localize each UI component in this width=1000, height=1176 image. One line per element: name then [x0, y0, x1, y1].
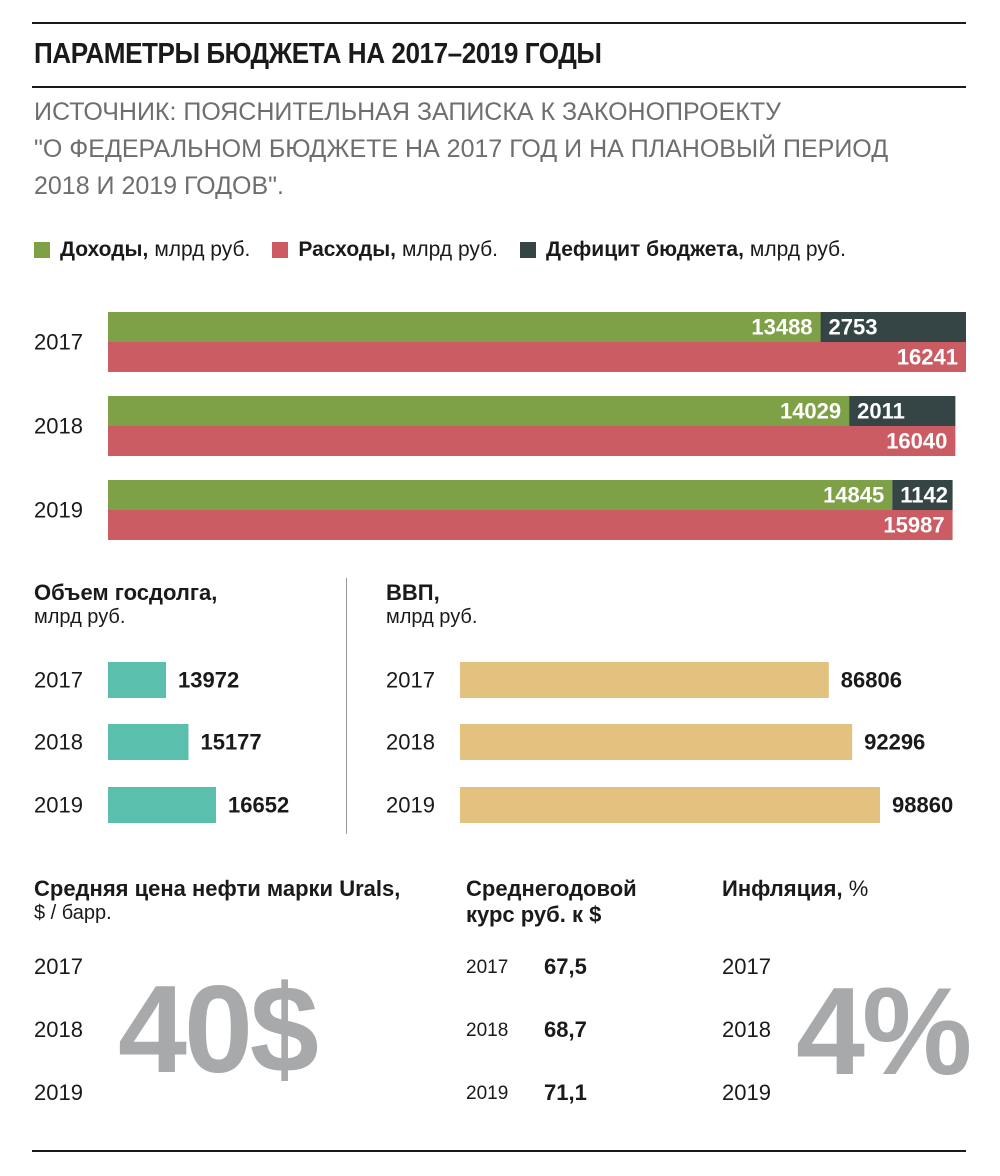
inflation-unit: %	[848, 876, 869, 901]
legend-swatch-income	[34, 242, 50, 258]
debt-bar-2018	[108, 724, 189, 760]
deficit-bar-2019	[892, 480, 953, 510]
legend-swatch-expense	[272, 242, 289, 258]
legend-item-income: Доходы, млрд руб.	[34, 238, 250, 262]
rate-value-2018: 68,7	[544, 1017, 587, 1042]
gdp-year-label-2018: 2018	[386, 730, 435, 755]
deficit-bar-2017	[820, 312, 966, 342]
expense-value-2017: 16241	[897, 345, 958, 370]
oil-year-2018: 2018	[34, 1017, 83, 1042]
debt-year-label-2019: 2019	[34, 793, 83, 818]
rate-title-line2: курс руб. к $	[466, 902, 602, 927]
rate-value-2019: 71,1	[544, 1080, 587, 1105]
income-value-2018: 14029	[780, 399, 841, 424]
inflation-title: Инфляция,	[722, 876, 843, 901]
rate-year-2019: 2019	[466, 1083, 509, 1104]
debt-value-2019: 16652	[228, 793, 289, 818]
top-rule	[32, 22, 966, 24]
oil-year-2019: 2019	[34, 1080, 83, 1105]
bottom-rule	[32, 1150, 966, 1152]
debt-bar-2017	[108, 662, 166, 698]
rate-title-line1: Среднегодовой	[466, 876, 637, 901]
oil-price-value: 40$	[118, 961, 319, 1099]
page-title: ПАРАМЕТРЫ БЮДЖЕТА НА 2017–2019 ГОДЫ	[34, 38, 602, 70]
deficit-value-2017: 2753	[829, 315, 878, 340]
debt-value-2018: 15177	[200, 730, 261, 755]
gdp-bar-2018	[460, 724, 853, 760]
inflation-value: 4%	[796, 963, 972, 1101]
expense-bar-2019	[108, 510, 953, 540]
legend-label-income: Доходы,	[60, 238, 149, 261]
legend-unit-expense: млрд руб.	[401, 238, 499, 261]
legend-swatch-deficit	[520, 242, 537, 258]
gdp-year-label-2017: 2017	[386, 668, 435, 693]
income-bar-2017	[108, 312, 821, 342]
income-value-2017: 13488	[751, 315, 812, 340]
legend-unit-income: млрд руб.	[154, 238, 251, 261]
income-value-2019: 14845	[823, 483, 884, 508]
rate-value-2017: 67,5	[544, 954, 587, 979]
debt-unit: млрд руб.	[34, 606, 126, 628]
expense-bar-2018	[108, 426, 956, 456]
deficit-bar-2018	[849, 396, 956, 426]
expense-value-2019: 15987	[883, 513, 944, 538]
gdp-title: ВВП,	[386, 580, 440, 605]
gdp-value-2017: 86806	[841, 668, 902, 693]
source-note: ИСТОЧНИК: ПОЯСНИТЕЛЬНАЯ ЗАПИСКА К ЗАКОНО…	[34, 98, 889, 200]
debt-year-label-2018: 2018	[34, 730, 83, 755]
income-bar-2019	[108, 480, 893, 510]
gdp-year-label-2019: 2019	[386, 793, 435, 818]
legend-unit-deficit: млрд руб.	[749, 238, 846, 261]
legend-label-deficit: Дефицит бюджета,	[546, 238, 744, 261]
inflation-year-2018: 2018	[722, 1017, 771, 1042]
deficit-value-2019: 1142	[900, 483, 948, 508]
rate-year-2018: 2018	[466, 1020, 509, 1041]
title-rule	[32, 86, 966, 88]
main-year-label-2017: 2017	[34, 330, 83, 355]
legend-label-expense: Расходы,	[298, 238, 396, 261]
expense-bar-2017	[108, 342, 966, 372]
debt-year-label-2017: 2017	[34, 668, 83, 693]
expense-value-2018: 16040	[886, 429, 947, 454]
debt-title: Объем госдолга,	[34, 580, 218, 605]
inflation-title-wrap: Инфляция, %	[722, 876, 868, 902]
gdp-value-2019: 98860	[892, 793, 953, 818]
gdp-value-2018: 92296	[864, 730, 925, 755]
main-year-label-2018: 2018	[34, 414, 83, 439]
debt-bar-2019	[108, 787, 216, 823]
gdp-bar-2019	[460, 787, 880, 823]
gdp-bar-2017	[460, 662, 829, 698]
debt-value-2017: 13972	[178, 668, 239, 693]
legend: Доходы, млрд руб. Расходы, млрд руб. Деф…	[34, 238, 846, 262]
income-bar-2018	[108, 396, 850, 426]
inflation-year-2019: 2019	[722, 1080, 771, 1105]
oil-year-2017: 2017	[34, 954, 83, 979]
legend-item-expense: Расходы, млрд руб.	[272, 238, 498, 262]
inflation-year-2017: 2017	[722, 954, 771, 979]
gdp-unit: млрд руб.	[386, 606, 478, 628]
main-year-label-2019: 2019	[34, 498, 83, 523]
rate-year-2017: 2017	[466, 957, 509, 978]
oil-title: Средняя цена нефти марки Urals,	[34, 876, 401, 901]
oil-unit: $ / барр.	[34, 902, 112, 924]
section-divider	[346, 578, 347, 834]
deficit-value-2018: 2011	[857, 399, 905, 424]
legend-item-deficit: Дефицит бюджета, млрд руб.	[520, 238, 846, 262]
